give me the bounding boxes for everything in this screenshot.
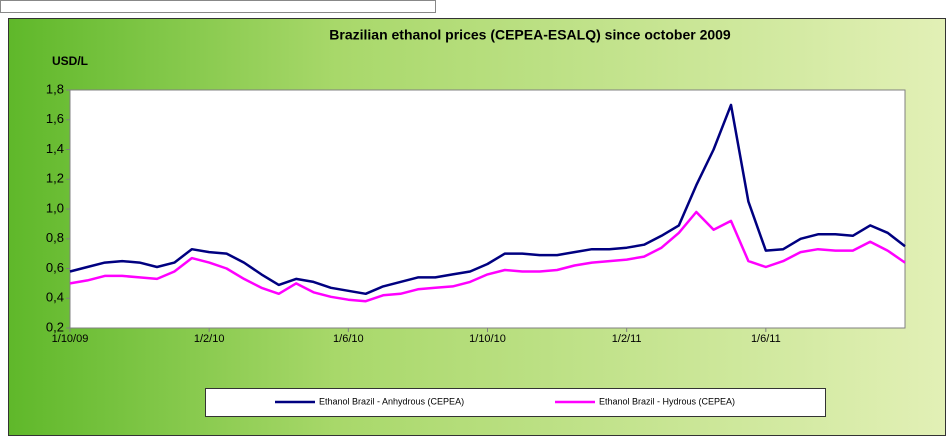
- series-line: [69, 210, 906, 303]
- y-tick-label: 1,4: [46, 141, 64, 156]
- y-tick-label: 1,2: [46, 171, 64, 186]
- y-tick-label: 0,4: [46, 290, 64, 305]
- x-tick-label: 1/2/10: [194, 333, 225, 345]
- y-tick-label: 1,8: [46, 81, 64, 96]
- series-line: [69, 103, 906, 296]
- y-axis-label: USD/L: [52, 54, 88, 68]
- legend-label: Ethanol Brazil - Anhydrous (CEPEA): [319, 396, 464, 406]
- y-tick-label: 0,2: [46, 319, 64, 334]
- y-tick-label: 0,8: [46, 230, 64, 245]
- y-tick-label: 1,0: [46, 200, 64, 215]
- cell-box: [0, 0, 436, 13]
- x-tick-label: 1/6/11: [751, 333, 781, 345]
- y-tick-label: 1,6: [46, 111, 64, 126]
- legend-label: Ethanol Brazil - Hydrous (CEPEA): [599, 396, 735, 406]
- x-tick-label: 1/6/10: [333, 333, 364, 345]
- x-tick-label: 1/2/11: [612, 333, 642, 345]
- plot-area: [69, 89, 906, 329]
- chart-title: Brazilian ethanol prices (CEPEA-ESALQ) s…: [329, 27, 731, 43]
- x-tick-label: 1/10/09: [52, 333, 89, 345]
- x-tick-label: 1/10/10: [469, 333, 506, 345]
- y-tick-label: 0,6: [46, 260, 64, 275]
